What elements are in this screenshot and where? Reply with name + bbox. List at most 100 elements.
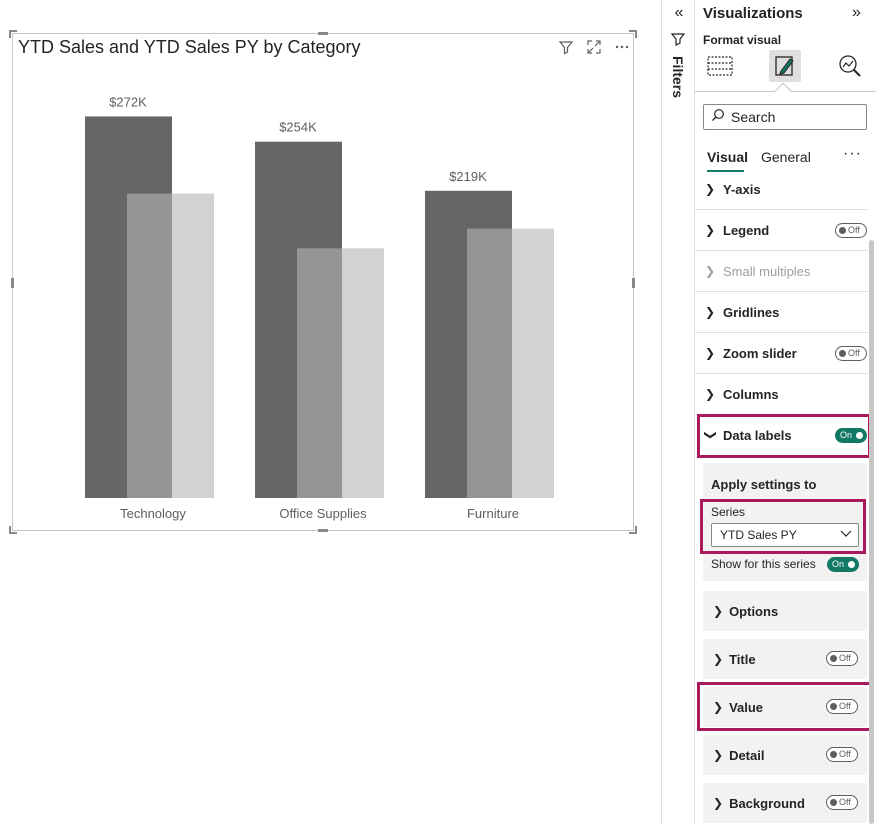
apply-settings-group: Apply settings to Series YTD Sales PY Sh… [703,463,867,581]
resize-handle-bottom-right[interactable] [629,526,637,534]
show-for-series-label: Show for this series [711,557,816,571]
section-gridlines[interactable]: ❯ Gridlines [695,292,868,333]
chevron-right-icon: ❯ [713,748,724,762]
collapse-left-icon[interactable]: « [674,4,684,21]
build-visual-icon[interactable] [704,50,736,82]
chevron-right-icon: ❯ [705,305,716,319]
bar-furniture-series-2[interactable] [467,228,512,498]
tab-general[interactable]: General [761,149,811,165]
chevron-right-icon: ❯ [713,700,724,714]
detail-toggle[interactable]: Off [826,747,858,762]
card-value[interactable]: ❯ Value Off [703,687,867,727]
data-label: $272K [109,94,147,109]
more-options-icon[interactable] [613,38,631,56]
more-tabs-icon[interactable]: ··· [843,145,862,162]
bar-technology-series-3[interactable] [172,193,214,498]
toggle-text: Off [848,348,860,358]
chevron-right-icon: ❯ [705,346,716,360]
card-label: Options [729,603,779,619]
section-label: Y-axis [723,181,761,197]
data-label: $219K [449,169,487,184]
card-background[interactable]: ❯ Background Off [703,783,867,823]
filters-pane-collapsed[interactable]: « Filters [661,0,695,824]
filters-label[interactable]: Filters [670,56,686,99]
x-tick-label: Technology [120,506,186,521]
x-tick-label: Office Supplies [279,506,367,521]
section-label: Legend [723,222,770,238]
active-tab-indicator [707,170,744,172]
chevron-right-icon: ❯ [713,796,724,810]
chart-visual[interactable]: YTD Sales and YTD Sales PY by Category $… [9,30,637,534]
section-small-multiples[interactable]: ❯ Small multiples [695,251,868,292]
show-for-series-toggle[interactable]: On [827,557,859,572]
tab-visual[interactable]: Visual [707,149,748,165]
card-title[interactable]: ❯ Title Off [703,639,867,679]
value-toggle[interactable]: Off [826,699,858,714]
chevron-down-icon: ❯ [704,429,718,440]
chart-title: YTD Sales and YTD Sales PY by Category [18,37,361,57]
bar-office-supplies-series-2[interactable] [297,248,342,498]
filter-icon [670,32,686,46]
chevron-down-icon [840,527,852,542]
card-options[interactable]: ❯ Options [703,591,867,631]
chevron-right-icon: ❯ [705,223,716,237]
section-columns[interactable]: ❯ Columns [695,374,868,415]
title-toggle[interactable]: Off [826,651,858,666]
search-placeholder: Search [731,109,776,125]
toggle-text: Off [839,797,851,807]
section-label: Gridlines [723,304,780,320]
data-label: $254K [279,120,317,135]
legend-toggle[interactable]: Off [835,223,867,238]
pane-scrollbar[interactable] [869,240,874,824]
chevron-right-icon: ❯ [713,604,724,618]
tab-pointer [774,82,792,100]
resize-handle-bottom-left[interactable] [9,526,17,534]
format-visual-icon[interactable] [769,50,801,82]
x-tick-label: Furniture [467,506,519,521]
section-label: Small multiples [723,263,811,279]
zoom-slider-toggle[interactable]: Off [835,346,867,361]
chevron-right-icon: ❯ [705,182,716,196]
chevron-right-icon: ❯ [713,652,724,666]
toggle-text: On [832,559,845,569]
visualizations-pane: Visualizations » Format visual Search Vi… [695,0,876,824]
toggle-text: Off [848,225,860,235]
resize-handle-top-left[interactable] [9,30,17,38]
bar-office-supplies-series-3[interactable] [342,248,384,498]
section-label: Zoom slider [723,345,797,361]
section-legend[interactable]: ❯ Legend Off [695,210,868,251]
bar-chart: $272K Technology $254K Office Supplies $219K… [85,94,554,521]
format-visual-label: Format visual [703,33,782,47]
resize-handle-right[interactable] [632,278,635,288]
search-icon [711,108,725,127]
series-selected-value: YTD Sales PY [720,528,797,542]
chevron-right-icon: ❯ [705,264,716,278]
toggle-text: Off [839,653,851,663]
background-toggle[interactable]: Off [826,795,858,810]
resize-handle-left[interactable] [11,278,14,288]
card-label: Title [729,651,756,667]
card-label: Detail [729,747,765,763]
section-zoom-slider[interactable]: ❯ Zoom slider Off [695,333,868,374]
card-detail[interactable]: ❯ Detail Off [703,735,867,775]
section-data-labels[interactable]: ❯ Data labels On [695,415,868,456]
expand-right-icon[interactable]: » [852,4,861,21]
bar-technology-series-2[interactable] [127,193,172,498]
resize-handle-top[interactable] [318,32,328,35]
toggle-text: Off [839,701,851,711]
bar-furniture-series-3[interactable] [512,228,554,498]
resize-handle-top-right[interactable] [629,30,637,38]
chevron-right-icon: ❯ [705,387,716,401]
resize-handle-bottom[interactable] [318,529,328,532]
search-input[interactable]: Search [703,104,867,130]
section-y-axis[interactable]: ❯ Y-axis [695,169,868,210]
series-dropdown[interactable]: YTD Sales PY [711,523,859,547]
section-label: Columns [723,386,779,402]
analytics-icon[interactable] [834,50,866,82]
pane-title: Visualizations [703,5,803,22]
card-label: Background [729,795,805,811]
filter-icon[interactable] [557,38,575,56]
data-labels-toggle[interactable]: On [835,428,867,443]
focus-mode-icon[interactable] [585,38,603,56]
card-label: Value [729,699,764,715]
